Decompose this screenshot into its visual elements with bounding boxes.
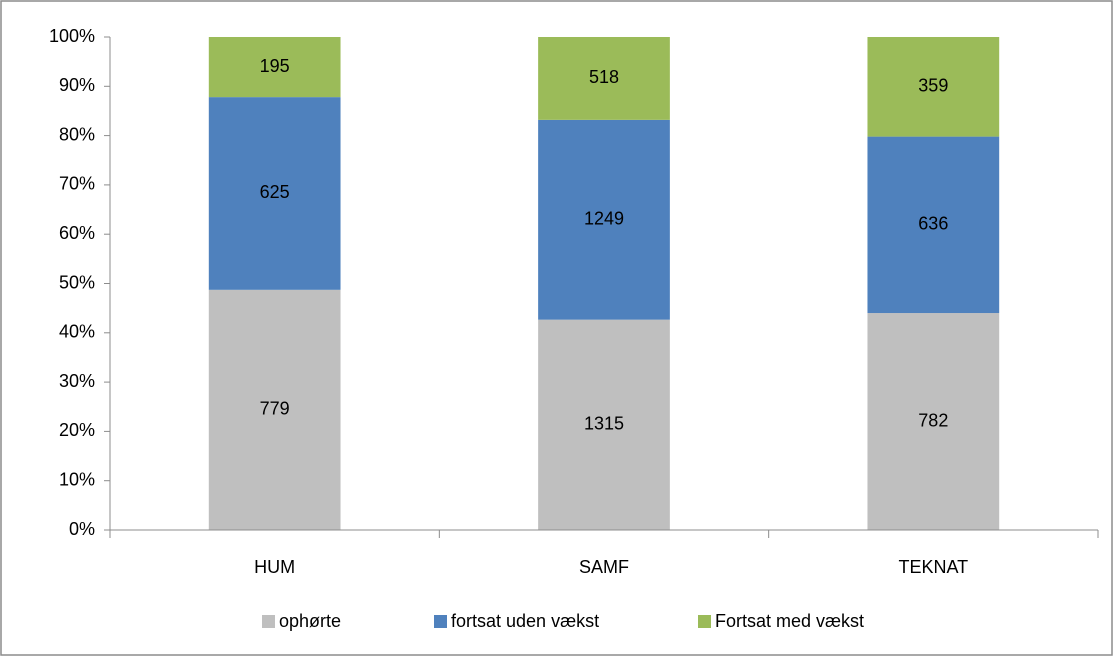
- x-tick-label: HUM: [254, 557, 295, 577]
- y-tick-label: 0%: [69, 519, 95, 539]
- data-label: 359: [918, 76, 948, 96]
- bar-segment: [867, 136, 1000, 314]
- y-tick-label: 10%: [59, 469, 95, 489]
- y-tick-label: 50%: [59, 272, 95, 292]
- legend-swatch: [434, 615, 447, 628]
- data-label: 779: [260, 399, 290, 419]
- bar-segment: [867, 313, 1000, 530]
- y-tick-label: 90%: [59, 75, 95, 95]
- bar-segment: [208, 97, 341, 290]
- x-tick-label: TEKNAT: [898, 557, 968, 577]
- y-tick-label: 100%: [49, 26, 95, 46]
- bar-segment: [538, 319, 670, 530]
- legend-swatch: [698, 615, 711, 628]
- data-label: 782: [918, 410, 948, 430]
- x-tick-label: SAMF: [579, 557, 629, 577]
- y-tick-label: 40%: [59, 322, 95, 342]
- bar-segment: [208, 37, 341, 98]
- data-label: 195: [260, 56, 290, 76]
- bar-segment: [538, 37, 670, 120]
- y-tick-label: 70%: [59, 174, 95, 194]
- y-tick-label: 60%: [59, 223, 95, 243]
- legend-swatch: [262, 615, 275, 628]
- data-label: 518: [589, 67, 619, 87]
- bar-segment: [208, 289, 341, 530]
- data-label: 636: [918, 214, 948, 234]
- bar-segment: [867, 37, 1000, 137]
- data-label: 625: [260, 182, 290, 202]
- y-tick-label: 80%: [59, 124, 95, 144]
- data-label: 1315: [584, 414, 624, 434]
- data-label: 1249: [584, 209, 624, 229]
- legend-label: ophørte: [279, 611, 341, 631]
- legend-label: fortsat uden vækst: [451, 611, 599, 631]
- y-tick-label: 20%: [59, 420, 95, 440]
- legend-label: Fortsat med vækst: [715, 611, 864, 631]
- bar-segment: [538, 119, 670, 320]
- y-tick-label: 30%: [59, 371, 95, 391]
